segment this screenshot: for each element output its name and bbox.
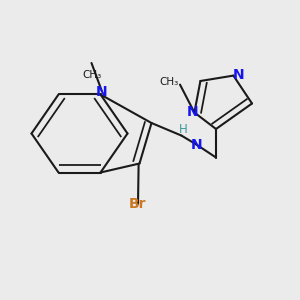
Text: N: N [191, 138, 202, 152]
Text: CH₃: CH₃ [82, 70, 102, 80]
Text: N: N [233, 68, 244, 82]
Text: Br: Br [129, 197, 147, 211]
Text: N: N [96, 85, 108, 98]
Text: CH₃: CH₃ [159, 77, 178, 87]
Text: N: N [187, 105, 199, 118]
Text: H: H [178, 123, 188, 136]
